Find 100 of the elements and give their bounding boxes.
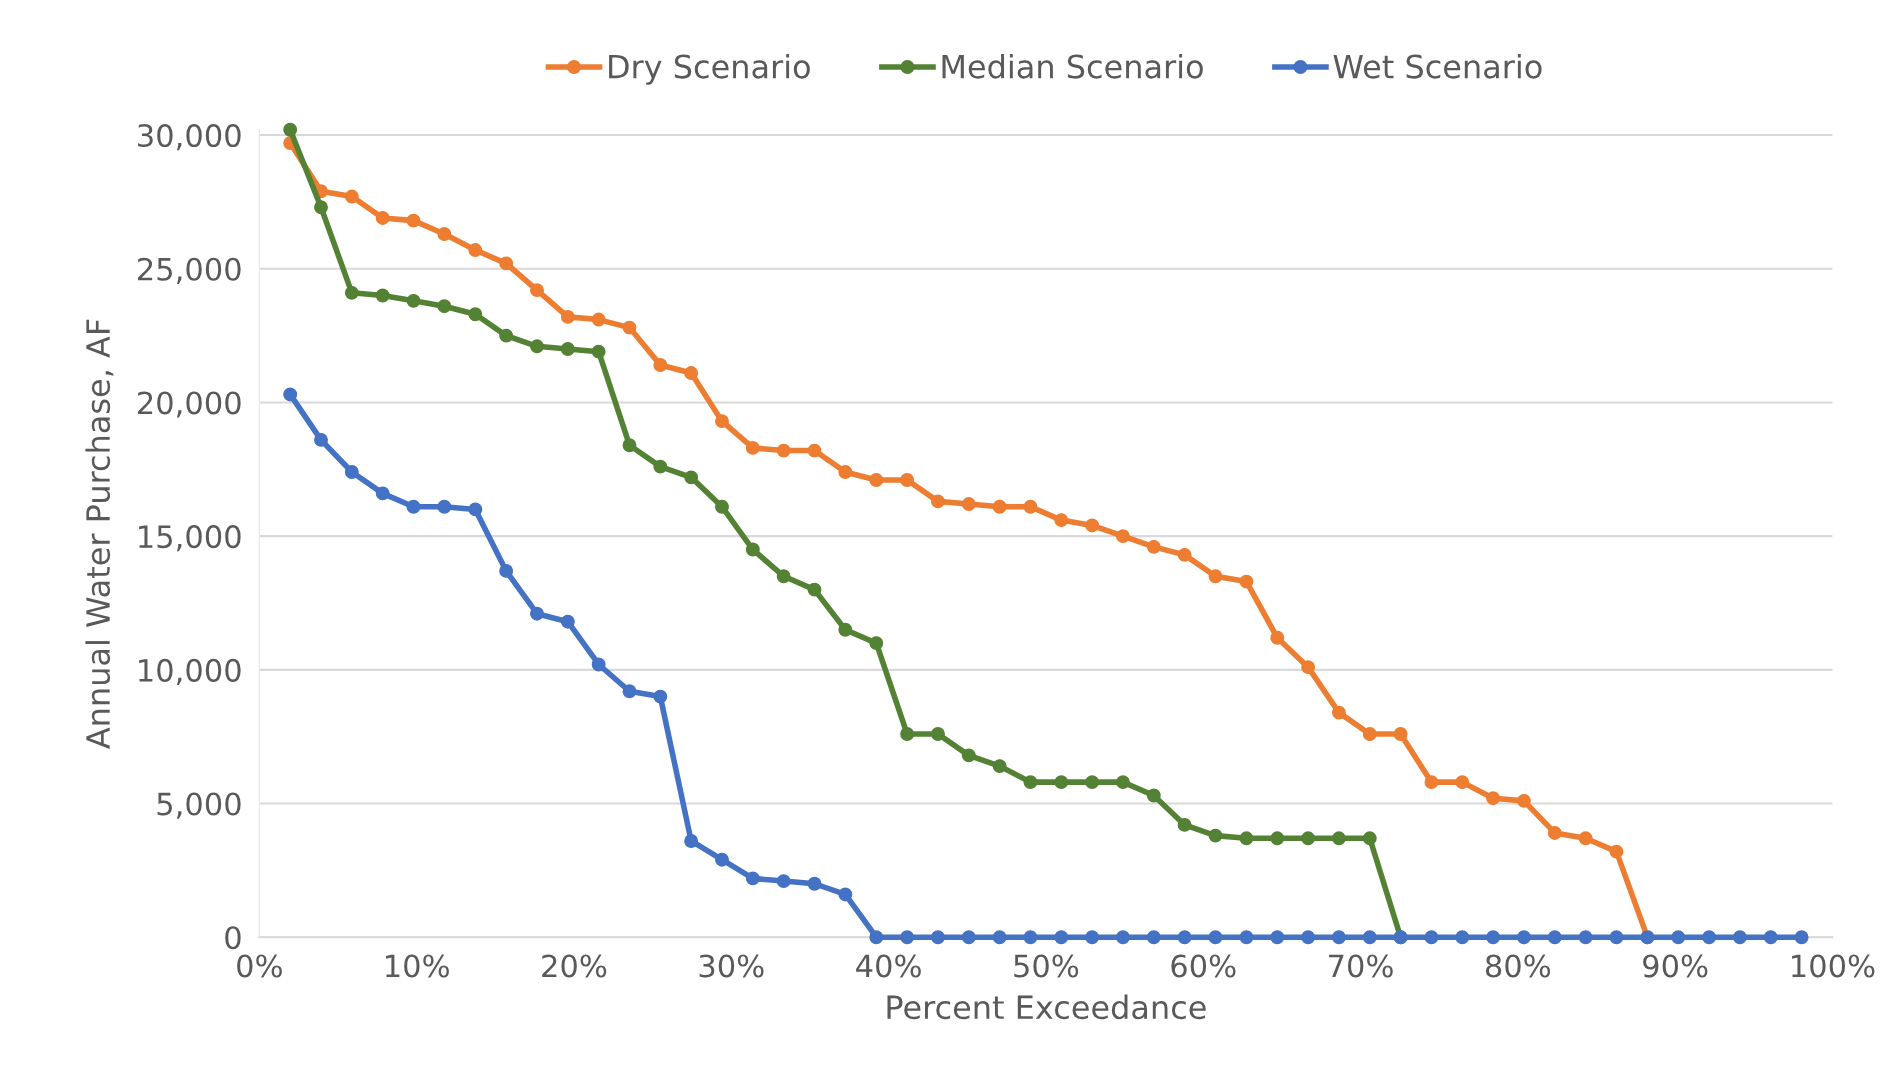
x-axis-title: Percent Exceedance — [887, 994, 1206, 1020]
point — [1301, 660, 1316, 675]
y-tick-label: 0 — [225, 926, 241, 950]
x-tick-label: 80% — [1485, 954, 1551, 978]
point — [468, 243, 483, 257]
point — [1146, 930, 1161, 945]
point — [900, 930, 915, 945]
point — [992, 499, 1007, 514]
point — [406, 293, 421, 308]
point — [900, 727, 915, 741]
point — [1208, 828, 1223, 843]
point — [992, 930, 1007, 945]
point — [591, 344, 606, 359]
point — [1239, 930, 1254, 945]
x-tick-label: 40% — [856, 954, 921, 978]
point — [807, 582, 822, 597]
point — [869, 930, 884, 945]
point — [1609, 930, 1624, 945]
point — [684, 470, 699, 485]
point — [684, 834, 699, 848]
point — [1054, 513, 1069, 528]
point — [1177, 930, 1192, 945]
point — [560, 309, 575, 324]
point — [1054, 775, 1069, 790]
point — [1424, 775, 1439, 790]
x-tick-label: 0% — [237, 954, 282, 978]
point — [437, 499, 452, 514]
point — [406, 213, 421, 228]
point — [1332, 705, 1346, 720]
point — [1609, 844, 1624, 859]
legend-label: Dry Scenario — [609, 53, 810, 85]
point — [745, 542, 760, 557]
x-tick-label: 30% — [699, 954, 764, 978]
point — [1362, 930, 1377, 945]
point — [1177, 817, 1192, 832]
point — [931, 930, 945, 945]
point — [560, 342, 575, 356]
y-tick-label: 25,000 — [138, 257, 241, 284]
legend-label: Median Scenario — [942, 53, 1203, 79]
point — [653, 358, 668, 372]
point — [468, 307, 483, 322]
x-tick-label: 90% — [1643, 954, 1708, 978]
point — [961, 497, 976, 512]
point — [375, 211, 390, 225]
point — [375, 486, 390, 501]
point — [1177, 547, 1192, 562]
point — [283, 122, 298, 137]
x-tick-label: 10% — [386, 954, 449, 978]
point — [1085, 930, 1100, 945]
point — [1794, 930, 1809, 945]
point — [344, 189, 359, 204]
point — [715, 852, 729, 867]
y-tick-label: 30,000 — [138, 124, 241, 151]
point — [437, 227, 452, 241]
point — [1424, 930, 1439, 945]
point — [838, 622, 853, 637]
point — [1671, 930, 1686, 945]
point — [1578, 831, 1593, 846]
point — [530, 606, 544, 621]
point — [1732, 930, 1747, 945]
point — [1054, 930, 1069, 945]
point — [499, 328, 514, 343]
point — [807, 443, 822, 458]
point — [1270, 831, 1285, 846]
point — [838, 887, 853, 902]
point — [622, 320, 637, 335]
point — [1362, 831, 1377, 846]
point — [530, 339, 544, 354]
point — [1455, 775, 1470, 790]
point — [776, 569, 791, 584]
point — [499, 256, 514, 271]
point — [715, 499, 729, 514]
point — [961, 748, 976, 763]
point — [314, 432, 328, 447]
x-tick-label: 70% — [1329, 954, 1393, 978]
point — [684, 366, 699, 380]
point — [745, 440, 760, 455]
point — [776, 874, 791, 889]
point — [530, 283, 544, 298]
point — [838, 465, 853, 479]
point — [622, 684, 637, 699]
point — [468, 502, 483, 517]
point — [437, 299, 452, 314]
point — [1208, 930, 1223, 945]
point — [931, 727, 945, 741]
point — [992, 759, 1007, 774]
point — [961, 930, 976, 945]
point — [1301, 831, 1316, 846]
point — [375, 288, 390, 303]
point — [1362, 727, 1377, 741]
legend-label: Wet Scenario — [1333, 53, 1542, 79]
point — [499, 563, 514, 578]
point — [344, 285, 359, 300]
point — [1146, 539, 1161, 554]
point — [1516, 793, 1531, 808]
point — [807, 876, 822, 891]
point — [406, 499, 421, 514]
point — [1116, 529, 1130, 544]
point — [869, 473, 884, 487]
point — [1547, 826, 1562, 840]
